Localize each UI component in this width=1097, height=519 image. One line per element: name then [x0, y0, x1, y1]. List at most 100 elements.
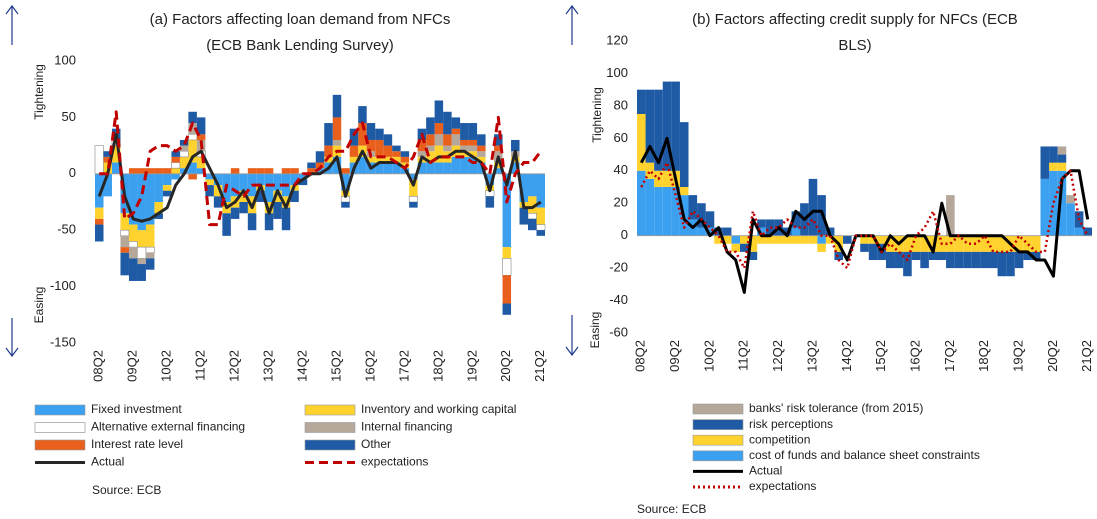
legend-swatch [34, 404, 86, 416]
bar-segment [417, 162, 427, 174]
bar-segment [137, 168, 146, 174]
axis-annotation: Easing [32, 287, 46, 324]
bar-segment [645, 162, 655, 179]
bar-segment [145, 173, 155, 225]
bar-segment [637, 170, 646, 236]
bar-segment [528, 218, 537, 231]
bar-segment [392, 156, 401, 163]
x-tick-label: 19Q2 [1010, 340, 1025, 372]
bar-segment [740, 243, 749, 252]
bar-segment [817, 243, 826, 252]
x-tick-label: 09Q2 [125, 350, 140, 382]
bar-segment [137, 173, 146, 231]
bar-segment [281, 168, 291, 174]
y-tick-label: -60 [609, 324, 628, 339]
bar-segment [1049, 170, 1058, 236]
bar-segment [94, 145, 104, 175]
bar-segment [894, 251, 904, 269]
arrow-head [565, 5, 579, 15]
bar-segment [188, 111, 197, 124]
legend-label: expectations [749, 479, 816, 493]
bar-segment [383, 145, 393, 157]
y-tick-label: 20 [614, 195, 628, 210]
legend-swatch [34, 422, 86, 433]
bar-segment [477, 145, 486, 152]
bar-segment [256, 168, 265, 174]
x-tick-label: 14Q2 [839, 340, 854, 372]
bar-segment [460, 156, 469, 174]
bar-segment [426, 162, 435, 174]
x-tick-label: 11Q2 [736, 340, 751, 371]
bar-segment [714, 235, 723, 244]
x-tick-label: 11Q2 [193, 350, 208, 381]
bar-segment [128, 258, 138, 281]
bar-segment [434, 134, 444, 146]
bar-segment [426, 151, 435, 163]
x-tick-label: 12Q2 [227, 350, 242, 382]
bar-segment [963, 235, 972, 252]
bar-segment [485, 196, 495, 208]
bar-segment [451, 117, 461, 129]
bar-segment [722, 227, 732, 236]
bar-segment [1057, 162, 1067, 171]
bar-segment [920, 251, 929, 269]
legend-swatch [692, 434, 744, 446]
bar-segment [154, 168, 163, 174]
bar-segment [324, 156, 333, 163]
source-note: Source: ECB [92, 483, 161, 497]
bar-segment [460, 145, 469, 152]
bar-segment [536, 207, 545, 225]
bar-segment [375, 162, 384, 174]
legend-label: competition [749, 432, 810, 446]
bar-segment [324, 123, 333, 146]
bar-segment [137, 264, 146, 281]
x-tick-label: 15Q2 [328, 350, 343, 382]
legend-label: Actual [91, 455, 124, 469]
bar-segment [281, 207, 291, 231]
bar-segment [247, 213, 257, 231]
bar-segment [392, 145, 401, 152]
bar-segment [171, 168, 180, 174]
bar-segment [154, 202, 163, 214]
x-tick-label: 16Q2 [362, 350, 377, 382]
bar-segment [196, 168, 206, 174]
bar-segment [239, 202, 248, 214]
bar-segment [774, 235, 783, 244]
bar-segment [196, 134, 206, 140]
chart-title: BLS) [838, 37, 871, 54]
x-tick-label: 13Q2 [260, 350, 275, 382]
bar-segment [341, 202, 350, 208]
bar-segment [443, 134, 452, 146]
bar-segment [528, 196, 537, 214]
bar-segment [230, 168, 240, 174]
bar-segment [782, 235, 792, 244]
x-tick-label: 20Q2 [1045, 340, 1060, 372]
bar-segment [502, 258, 512, 276]
bar-segment [264, 202, 274, 214]
bar-segment [697, 203, 706, 228]
bar-segment [946, 195, 955, 236]
x-tick-label: 17Q2 [942, 340, 957, 372]
bar-segment [903, 251, 912, 277]
bar-segment [145, 258, 155, 270]
legend-label: Fixed investment [91, 402, 182, 416]
bar-segment [205, 179, 214, 186]
bar-segment [307, 162, 316, 169]
bar-segment [477, 134, 486, 146]
bar-segment [179, 145, 189, 152]
bar-segment [162, 185, 172, 191]
bar-segment [519, 173, 529, 202]
bar-segment [468, 156, 478, 174]
bar-segment [349, 145, 359, 157]
bar-segment [1066, 203, 1075, 236]
bar-segment [911, 251, 921, 260]
bar-segment [239, 173, 248, 191]
bar-segment [477, 162, 486, 174]
y-tick-label: -20 [609, 260, 628, 275]
bar-segment [273, 202, 282, 219]
bar-segment [409, 202, 418, 208]
bar-segment [527, 212, 537, 220]
bar-segment [654, 89, 663, 171]
bar-segment [171, 173, 180, 180]
x-tick-label: 16Q2 [907, 340, 922, 372]
